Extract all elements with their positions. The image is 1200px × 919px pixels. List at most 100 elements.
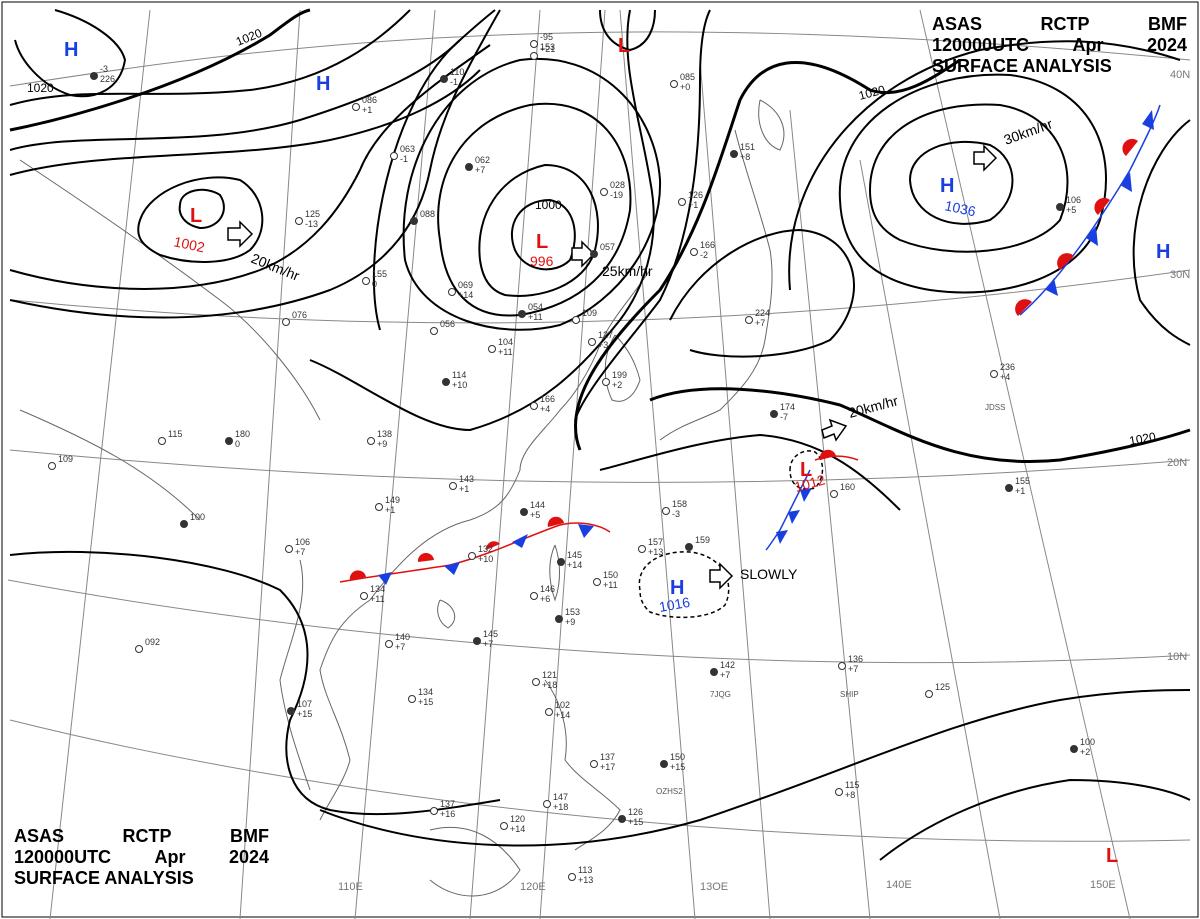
station-pressure: 158 (672, 499, 687, 509)
station-tendency: +11 (603, 580, 618, 590)
station-marker (838, 662, 846, 670)
header-time: 120000UTC (14, 847, 112, 867)
station-marker (135, 645, 143, 653)
station-pressure: 069 (458, 280, 473, 290)
station-marker (158, 437, 166, 445)
station-marker (590, 760, 598, 768)
station-tendency: +9 (565, 617, 575, 627)
header-month: Apr (154, 847, 186, 867)
station-tendency: +1 (1015, 486, 1025, 496)
lon-line-150e (919, 9, 1131, 919)
station-marker (410, 217, 418, 225)
station-marker (543, 800, 551, 808)
motion-arrow-l4 (821, 418, 848, 442)
station-marker (593, 578, 601, 586)
lat-line-20n (9, 449, 1191, 483)
isobar-low-3 (437, 102, 632, 317)
station-plot: 088 (410, 209, 435, 225)
cold-front-1012-triangles (776, 488, 812, 544)
low-l5: L (1106, 845, 1118, 867)
station-plot: 114+10 (442, 370, 467, 390)
station-marker (430, 807, 438, 815)
station-marker (557, 558, 565, 566)
station-pressure: 150 (670, 752, 685, 762)
high-h5: H (670, 577, 684, 599)
station-plot: 113+13 (568, 865, 593, 885)
station-pressure: 062 (475, 155, 490, 165)
station-tendency: +11 (528, 312, 543, 322)
station-tendency: -2 (700, 250, 708, 260)
station-tendency: +7 (848, 664, 858, 674)
station-pressure: 088 (420, 209, 435, 219)
station-marker (555, 615, 563, 623)
station-plot: 136+7 (838, 654, 863, 674)
station-pressure: 102 (555, 700, 570, 710)
station-marker (465, 163, 473, 171)
station-tendency: +7 (475, 165, 485, 175)
station-tendency: -1 (400, 154, 408, 164)
station-pressure: 110 (450, 67, 464, 77)
station-plot: 151+8 (730, 142, 755, 162)
station-marker (530, 52, 538, 60)
station-pressure: 106 (295, 537, 310, 547)
station-tendency: +14 (510, 824, 525, 834)
lat-line-0 (9, 719, 1191, 842)
header-product: ASAS (14, 826, 65, 846)
warm-front-1012 (814, 455, 859, 461)
station-pressure: 063 (400, 144, 415, 154)
motion-label-m3: 30km/hr (1002, 115, 1055, 147)
station-tendency: +9 (377, 439, 387, 449)
station-plot: 069+14 (448, 280, 473, 300)
station-plot: 100 (180, 512, 205, 528)
isobar-1020-nw (9, 8, 311, 132)
isobar-nw-inner (14, 9, 127, 98)
station-id-j1: JDSS (985, 403, 1005, 412)
coast-inland-2 (19, 409, 201, 521)
station-marker (618, 815, 626, 823)
header-title: SURFACE ANALYSIS (932, 56, 1112, 76)
motion-label-m5: SLOWLY (740, 566, 798, 582)
high-h3-value: 1036 (943, 197, 977, 219)
station-pressure: 149 (385, 495, 400, 505)
station-tendency: 0 (372, 279, 377, 289)
coast-indochina (279, 559, 311, 791)
station-plot: 110-1 (440, 67, 464, 87)
station-marker (532, 678, 540, 686)
station-pressure: 104 (498, 337, 513, 347)
station-marker (670, 80, 678, 88)
lon-label-130e: 13OE (700, 881, 728, 893)
header-code: BMF (1147, 14, 1187, 34)
station-plot: 100+2 (1070, 737, 1095, 757)
coast-hokkaido (758, 99, 785, 151)
warm-front-scallops-china (349, 516, 564, 580)
station-plot: 155+1 (1005, 476, 1030, 496)
graticule (7, 9, 1191, 919)
lon-line-100e (49, 9, 151, 919)
station-pressure: 166 (700, 240, 715, 250)
station-tendency: -7 (780, 412, 788, 422)
lat-label-10n: 10N (1167, 651, 1187, 663)
header-year: 2024 (228, 847, 269, 867)
low-l2: L (536, 231, 548, 253)
station-plot: 125-13 (295, 209, 320, 229)
station-marker (588, 338, 596, 346)
station-pressure: 137 (440, 799, 455, 809)
station-marker (375, 503, 383, 511)
station-marker (710, 668, 718, 676)
station-marker (770, 410, 778, 418)
station-id-j4: OZHS2 (656, 787, 683, 796)
station-tendency: +18 (542, 680, 557, 690)
station-pressure: 166 (540, 394, 555, 404)
lon-line-140e (859, 159, 1001, 919)
station-plot: 145+7 (473, 629, 498, 649)
station-marker (520, 508, 528, 516)
coast-japan (659, 129, 773, 441)
station-pressure: 150 (603, 570, 618, 580)
station-tendency: 0 (235, 439, 240, 449)
isobar-central-1 (372, 9, 496, 331)
cold-front-1012 (765, 469, 811, 551)
